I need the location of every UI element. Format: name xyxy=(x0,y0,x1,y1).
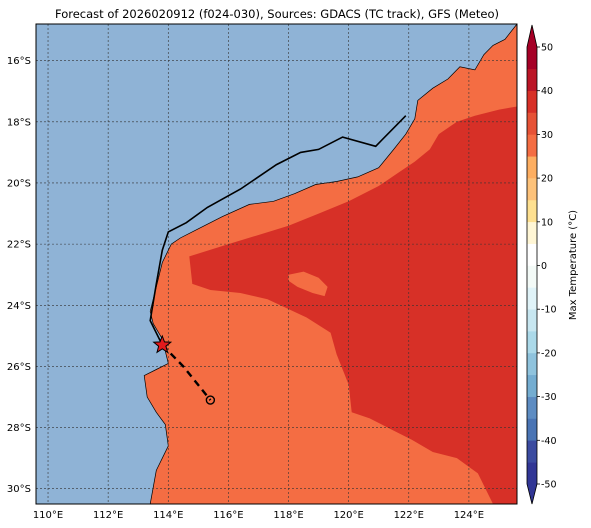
colorbar-label: Max Temperature (°C) xyxy=(568,210,579,320)
colorbar-tick-label: -10 xyxy=(541,305,557,316)
colorbar-bin xyxy=(527,221,537,244)
colorbar-bins xyxy=(527,25,537,504)
colorbar-tick-label: 10 xyxy=(541,217,553,228)
colorbar-bin xyxy=(527,440,537,463)
tc-forecast-track xyxy=(161,344,212,401)
colorbar-tick-label: -30 xyxy=(541,392,557,403)
colorbar-bin xyxy=(527,178,537,201)
colorbar-bin xyxy=(527,331,537,354)
colorbar-tick-label: -50 xyxy=(541,480,557,491)
colorbar-bin xyxy=(527,156,537,179)
colorbar-tick-label: 30 xyxy=(541,130,553,141)
latitude-tick-label: 28°S xyxy=(7,423,31,434)
longitude-tick-labels: 110°E 112°E 114°E 116°E 118°E 120°E 122°E 124°E xyxy=(33,510,484,521)
map-gridlines xyxy=(36,24,517,504)
colorbar-tick-label: -40 xyxy=(541,436,557,447)
colorbar-tick-label: 0 xyxy=(541,261,547,272)
colorbar-bin xyxy=(527,462,537,485)
longitude-tick-label: 116°E xyxy=(213,510,243,521)
coastline xyxy=(143,24,517,504)
colorbar-bin xyxy=(527,265,537,288)
colorbar-bin xyxy=(527,352,537,376)
longitude-tick-label: 112°E xyxy=(93,510,123,521)
colorbar-tick-label: -20 xyxy=(541,348,557,359)
colorbar-tick-label: 20 xyxy=(541,174,553,185)
colorbar-bin xyxy=(527,243,537,266)
longitude-tick-label: 110°E xyxy=(33,510,63,521)
tc-current-position-star-icon xyxy=(152,334,173,354)
tc-forecast-position-marker xyxy=(205,395,216,405)
colorbar-extend-max xyxy=(527,25,537,47)
colorbar-tick-label: 50 xyxy=(541,43,553,54)
longitude-tick-label: 120°E xyxy=(333,510,363,521)
land-temperature-patch xyxy=(288,271,328,297)
colorbar-tick-labels: 50 40 30 20 10 0 -10 -20 -30 -40 -50 xyxy=(537,43,557,491)
map-frame xyxy=(35,23,518,505)
colorbar-bin xyxy=(527,199,537,223)
colorbar-extend-min xyxy=(527,484,537,504)
longitude-tick-label: 114°E xyxy=(153,510,183,521)
map-panel: 110°E 112°E 114°E 116°E 118°E 120°E 122°E 124°E… xyxy=(7,23,518,521)
latitude-tick-label: 22°S xyxy=(7,240,31,251)
latitude-tick-label: 30°S xyxy=(7,484,31,495)
latitude-tick-label: 16°S xyxy=(7,56,31,67)
figure-title: Forecast of 2026020912 (f024-030), Sourc… xyxy=(55,7,499,21)
latitude-tick-label: 26°S xyxy=(7,362,31,373)
colorbar-bin xyxy=(527,47,537,70)
longitude-tick-label: 124°E xyxy=(454,510,484,521)
colorbar-bin xyxy=(527,396,537,419)
latitude-tick-labels: 16°S 18°S 20°S 22°S 24°S 26°S 28°S 30°S xyxy=(7,56,31,495)
colorbar-bin xyxy=(527,418,537,441)
colorbar-bin xyxy=(527,68,537,91)
longitude-tick-label: 118°E xyxy=(273,510,303,521)
latitude-tick-label: 24°S xyxy=(7,301,31,312)
latitude-tick-label: 20°S xyxy=(7,178,31,189)
colorbar-bin xyxy=(527,287,537,310)
colorbar-bin xyxy=(527,374,537,397)
colorbar-bin xyxy=(527,90,537,113)
colorbar-bin xyxy=(527,134,537,157)
colorbar-tick-label: 40 xyxy=(541,86,553,97)
latitude-tick-label: 18°S xyxy=(7,117,31,128)
longitude-tick-label: 122°E xyxy=(394,510,424,521)
tc-past-track xyxy=(149,115,407,346)
colorbar-bin xyxy=(527,309,537,332)
colorbar-bin xyxy=(527,112,537,135)
colorbar: 50 40 30 20 10 0 -10 -20 -30 -40 -50 Max Temperatu… xyxy=(526,24,579,505)
